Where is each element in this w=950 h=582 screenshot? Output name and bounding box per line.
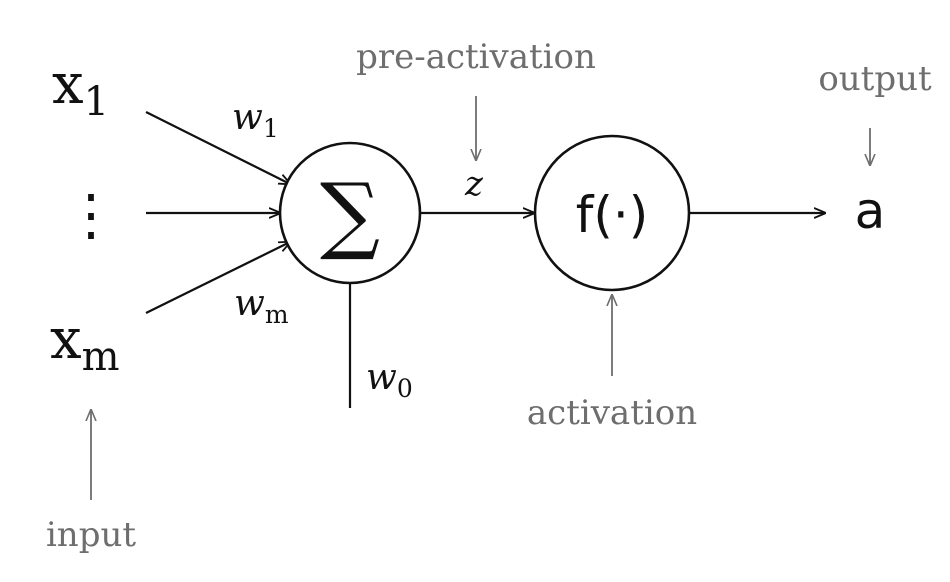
activation-label: activation (527, 393, 697, 433)
input-label: input (46, 515, 136, 555)
input-x1-sub: 1 (84, 79, 109, 125)
pre-activation-z: z (464, 164, 484, 204)
sum-node (278, 141, 422, 285)
input-xm: xm (50, 307, 120, 380)
inputs-vdots: ⋮ (63, 183, 119, 248)
weight-w1: w1 (232, 97, 279, 143)
input-x1-base: x (52, 52, 84, 117)
weight-w1-sub: 1 (263, 114, 279, 143)
sum-symbol: ∑ (320, 165, 380, 263)
input-xm-base: x (50, 307, 82, 372)
weight-wm: wm (234, 283, 289, 329)
weight-wm-sub: m (265, 300, 289, 329)
activation-node (533, 134, 691, 292)
bias-w0-base: w (366, 357, 397, 398)
input-xm-sub: m (82, 334, 120, 380)
output-a: a (855, 182, 886, 240)
activation-function-label: f(·) (576, 186, 649, 244)
bias-w0-sub: 0 (397, 374, 413, 403)
weight-w1-base: w (232, 97, 263, 138)
edge-xm-to-sum (145, 242, 290, 314)
output-label: output (818, 59, 932, 99)
weight-wm-base: w (234, 283, 265, 324)
pre-activation-label: pre-activation (356, 37, 596, 77)
bias-w0: w0 (366, 357, 413, 403)
edge-x1-to-sum (145, 111, 290, 184)
input-x1: x1 (52, 52, 109, 125)
